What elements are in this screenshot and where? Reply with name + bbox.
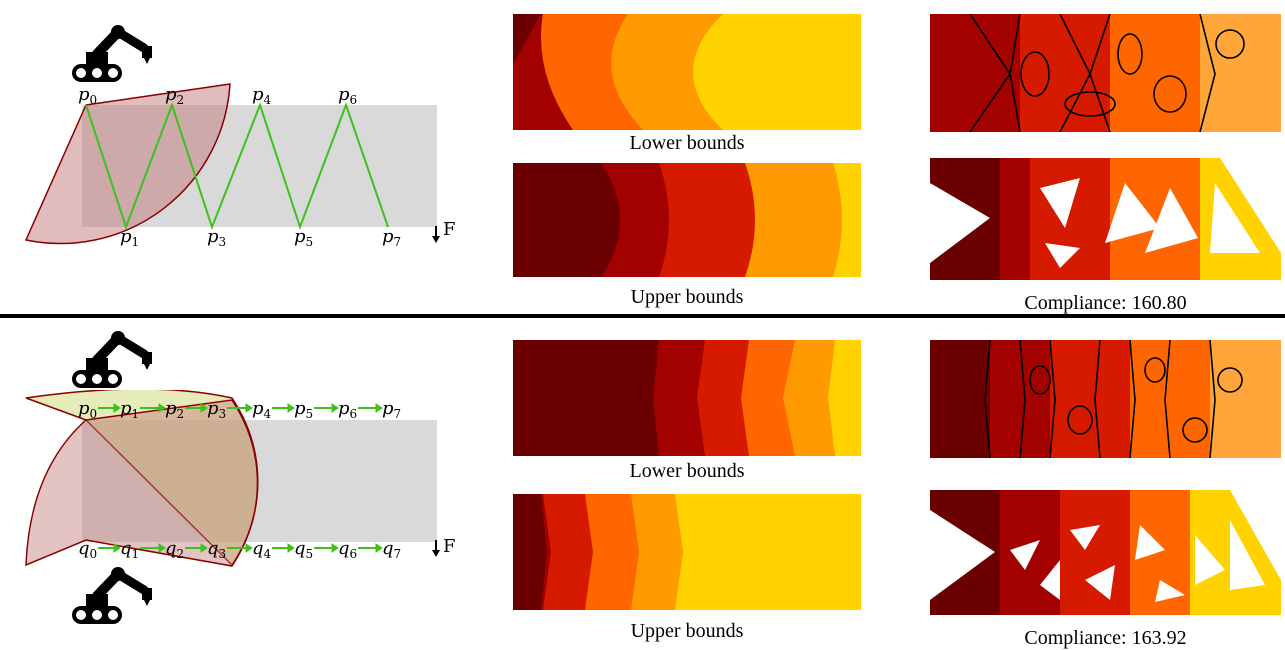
point-label-p1: p1 <box>120 226 139 249</box>
path-arrow-q2-head <box>200 543 208 553</box>
print-path <box>85 101 389 231</box>
upper-bounds-map-bottom <box>513 494 861 610</box>
path-arrow-q1-head <box>158 543 166 553</box>
path-arrow-q4-head <box>287 543 295 553</box>
design-density-map-top <box>930 13 1281 133</box>
point-label-p4: p4 <box>252 84 272 107</box>
robot-arm-icon-bottom-top <box>72 331 152 388</box>
compliance-caption-bottom: Compliance: 163.92 <box>1024 627 1187 649</box>
design-density-map-bottom-final <box>930 490 1281 615</box>
point-label-p2: p2 <box>165 84 184 107</box>
robot-arm-icon-top <box>72 25 152 82</box>
lower-bounds-caption-top: Lower bounds <box>629 132 745 154</box>
path-arrow-q0-head <box>113 543 121 553</box>
force-arrow <box>432 226 440 243</box>
point-label-p0: p0 <box>78 84 97 107</box>
point-label-p5: p5 <box>294 226 313 249</box>
path-arrow-p5-head <box>331 403 339 413</box>
row-separator <box>0 314 1285 318</box>
point-label-p4: p4 <box>252 398 272 421</box>
path-arrow-p0-head <box>113 403 121 413</box>
upper-bounds-caption-bottom: Upper bounds <box>630 620 744 642</box>
path-arrow-p4-head <box>287 403 295 413</box>
compliance-caption-top: Compliance: 160.80 <box>1024 292 1187 314</box>
path-arrow-q5-head <box>331 543 339 553</box>
lower-bounds-map-top <box>513 14 861 130</box>
path-diagram-top: F p0 p1 p2 p3 p4 p5 p6 p7 <box>24 83 456 249</box>
design-density-map-top-final <box>930 158 1281 280</box>
point-label-p6: p6 <box>338 398 357 421</box>
upper-bounds-map-top <box>513 163 861 277</box>
lower-bounds-map-bottom <box>513 340 861 456</box>
point-label-p5: p5 <box>294 398 313 421</box>
path-arrow-p2-head <box>200 403 208 413</box>
upper-bounds-caption-top: Upper bounds <box>630 286 744 308</box>
design-density-map-bottom <box>930 339 1281 459</box>
robot-arm-icon-bottom-bottom <box>72 567 152 624</box>
force-label: F <box>443 219 456 240</box>
path-arrow-p6-head <box>375 403 383 413</box>
reach-sector-lower <box>25 399 259 567</box>
path-arrow-p3-head <box>245 403 253 413</box>
path-arrow-q6-head <box>375 543 383 553</box>
point-label-p3: p3 <box>207 226 226 249</box>
point-label-p6: p6 <box>338 84 357 107</box>
point-label-p7: p7 <box>382 226 401 249</box>
lower-bounds-caption-bottom: Lower bounds <box>629 460 745 482</box>
force-label: F <box>443 536 456 557</box>
force-arrow <box>432 540 440 557</box>
point-label-p7: p7 <box>382 398 401 421</box>
path-arrow-p1-head <box>158 403 166 413</box>
path-arrow-q3-head <box>245 543 253 553</box>
